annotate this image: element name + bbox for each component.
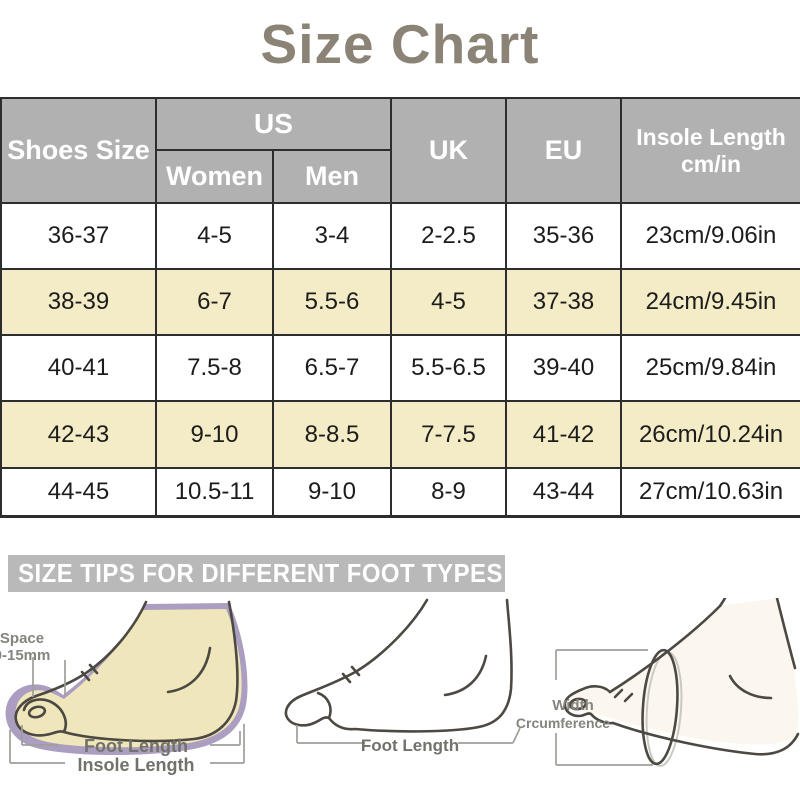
heel-crease-line — [728, 674, 773, 700]
cell-us-women: 6-7 — [155, 268, 274, 336]
sole-line — [611, 721, 800, 756]
size-row: 38-39 6-7 5.5-6 4-5 37-38 24cm/9.45in — [0, 268, 800, 336]
foot-length-side-illustration: Foot Length — [284, 598, 521, 755]
instep-line — [608, 598, 727, 694]
cell-eu: 43-44 — [505, 467, 622, 518]
cell-uk: 4-5 — [390, 268, 507, 336]
circumference-ellipse — [641, 648, 679, 766]
cell-uk: 5.5-6.5 — [390, 334, 507, 402]
cell-us-women: 9-10 — [155, 400, 274, 469]
cell-uk: 7-7.5 — [390, 400, 507, 469]
cell-shoes-size: 44-45 — [0, 467, 157, 518]
col-header-uk: UK — [390, 97, 507, 204]
foot-width-circumference-illustration: Width Crcumference — [516, 598, 800, 767]
foot-fill-shape — [567, 598, 799, 745]
size-row: 44-45 10.5-11 9-10 8-9 43-44 27cm/10.63i… — [0, 467, 800, 518]
instep-tick-marks — [341, 665, 361, 684]
heel-crease-line — [443, 654, 488, 697]
circumference-bracket — [555, 649, 653, 766]
cell-eu: 41-42 — [505, 400, 622, 469]
size-tips-heading: SIZE TIPS FOR DIFFERENT FOOT TYPES — [18, 558, 503, 588]
col-header-eu: EU — [505, 97, 622, 204]
insole-header-line2: cm/in — [680, 150, 742, 177]
foot-length-label: Foot Length — [361, 736, 459, 755]
space-value-label: 0-15mm — [0, 647, 50, 664]
foot-length-bracket — [21, 725, 241, 746]
header-row-1: Shoes Size US UK EU Insole Length cm/in — [0, 97, 800, 204]
cell-uk: 8-9 — [390, 467, 507, 518]
col-header-men: Men — [272, 149, 392, 204]
big-toe-line — [316, 691, 332, 720]
cell-eu: 37-38 — [505, 268, 622, 336]
size-row: 36-37 4-5 3-4 2-2.5 35-36 23cm/9.06in — [0, 202, 800, 270]
foot-length-bracket — [296, 725, 521, 744]
size-conversion-table: Shoes Size US UK EU Insole Length cm/in … — [0, 97, 800, 518]
cell-eu: 39-40 — [505, 334, 622, 402]
width-label: Width — [552, 697, 594, 714]
size-row: 42-43 9-10 8-8.5 7-7.5 41-42 26cm/10.24i… — [0, 400, 800, 469]
cell-insole: 23cm/9.06in — [620, 202, 800, 270]
cell-insole: 25cm/9.84in — [620, 334, 800, 402]
cell-shoes-size: 40-41 — [0, 334, 157, 402]
space-label: Space — [0, 630, 44, 647]
toenail-line — [27, 705, 47, 719]
cell-us-men: 6.5-7 — [272, 334, 392, 402]
instep-tick-marks — [80, 663, 99, 682]
circumference-label: Crcumference — [516, 715, 610, 731]
insole-length-label: Insole Length — [78, 755, 195, 775]
header-row-2: Women Men — [1, 149, 800, 204]
toenail-line — [568, 697, 588, 711]
foot-outline — [284, 598, 513, 733]
col-header-us: US — [155, 97, 392, 151]
cell-us-women: 4-5 — [155, 202, 274, 270]
cell-shoes-size: 42-43 — [0, 400, 157, 469]
foot-length-label: Foot Length — [84, 736, 188, 756]
page-title: Size Chart — [260, 13, 540, 75]
big-toe-line — [563, 685, 615, 725]
foot-insole-side-illustration: Space 0-15mm Foot Length Insole Length — [0, 600, 248, 775]
big-toe-line — [22, 698, 68, 734]
cell-insole: 26cm/10.24in — [620, 400, 800, 469]
cell-us-men: 3-4 — [272, 202, 392, 270]
cell-insole: 24cm/9.45in — [620, 268, 800, 336]
cell-us-men: 5.5-6 — [272, 268, 392, 336]
cell-eu: 35-36 — [505, 202, 622, 270]
col-header-insole-length: Insole Length cm/in — [620, 97, 800, 204]
space-guide-lines — [32, 657, 66, 697]
cell-us-women: 7.5-8 — [155, 334, 274, 402]
cell-insole: 27cm/10.63in — [620, 467, 800, 518]
insole-length-bracket — [9, 724, 245, 764]
insole-header-line1: Insole Length — [636, 124, 786, 151]
cell-us-men: 8-8.5 — [272, 400, 392, 469]
size-row: 40-41 7.5-8 6.5-7 5.5-6.5 39-40 25cm/9.8… — [0, 334, 800, 402]
foot-outline — [14, 600, 239, 743]
heel-crease-line — [166, 646, 212, 694]
cell-us-women: 10.5-11 — [155, 467, 274, 518]
cell-shoes-size: 36-37 — [0, 202, 157, 270]
cell-shoes-size: 38-39 — [0, 268, 157, 336]
cell-uk: 2-2.5 — [390, 202, 507, 270]
col-header-women: Women — [155, 149, 274, 204]
size-tips-banner: SIZE TIPS FOR DIFFERENT FOOT TYPES — [8, 555, 505, 592]
ankle-back-line — [775, 598, 797, 670]
insole-cream-shape — [15, 609, 242, 748]
cell-us-men: 9-10 — [272, 467, 392, 518]
col-header-shoes-size: Shoes Size — [0, 97, 157, 204]
instep-tick-marks — [613, 688, 634, 703]
